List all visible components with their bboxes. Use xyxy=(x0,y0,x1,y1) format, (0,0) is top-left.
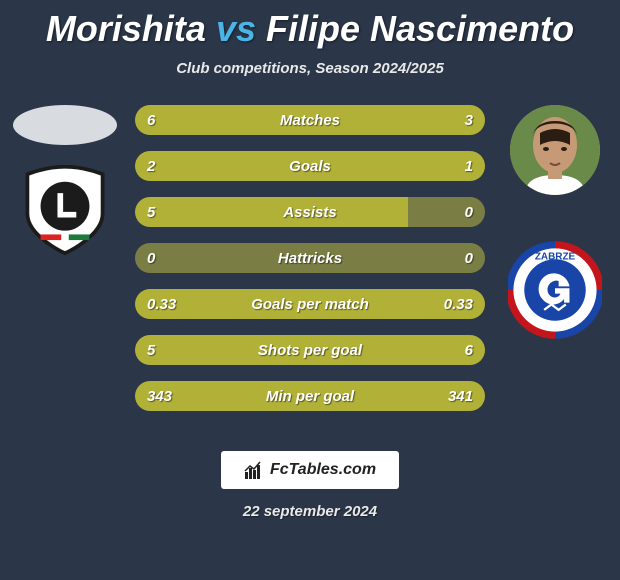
fctables-logo-icon xyxy=(244,460,264,480)
comparison-date: 22 september 2024 xyxy=(0,503,620,520)
player1-club-badge xyxy=(18,163,112,257)
title-vs: vs xyxy=(216,8,256,49)
stat-label: Assists xyxy=(135,204,485,221)
comparison-content: ZABRZE 63Matches 21Goals 50Assists 00Hattri… xyxy=(0,105,620,445)
fctables-watermark: FcTables.com xyxy=(221,451,399,489)
stat-label: Matches xyxy=(135,112,485,129)
stat-label: Min per goal xyxy=(135,388,485,405)
player2-photo xyxy=(510,105,600,195)
fctables-text: FcTables.com xyxy=(270,461,376,479)
stat-row: 21Goals xyxy=(135,151,485,181)
left-player-column xyxy=(10,105,120,257)
comparison-title: Morishita vs Filipe Nascimento xyxy=(0,0,620,50)
title-player2: Filipe Nascimento xyxy=(266,8,574,49)
stat-row: 0.330.33Goals per match xyxy=(135,289,485,319)
stat-row: 63Matches xyxy=(135,105,485,135)
stat-row: 56Shots per goal xyxy=(135,335,485,365)
player-face-icon xyxy=(510,105,600,195)
subtitle: Club competitions, Season 2024/2025 xyxy=(0,60,620,77)
stat-label: Goals xyxy=(135,158,485,175)
right-player-column: ZABRZE xyxy=(500,105,610,337)
stat-row: 343341Min per goal xyxy=(135,381,485,411)
stat-label: Hattricks xyxy=(135,250,485,267)
player2-club-badge: ZABRZE xyxy=(508,243,602,337)
stat-row: 50Assists xyxy=(135,197,485,227)
stat-label: Shots per goal xyxy=(135,342,485,359)
svg-text:ZABRZE: ZABRZE xyxy=(535,251,576,262)
legia-badge-icon xyxy=(18,163,112,257)
gornik-badge-icon: ZABRZE xyxy=(508,238,602,342)
title-player1: Morishita xyxy=(46,8,206,49)
stat-label: Goals per match xyxy=(135,296,485,313)
stat-row: 00Hattricks xyxy=(135,243,485,273)
player1-photo-placeholder xyxy=(13,105,117,145)
stat-bars: 63Matches 21Goals 50Assists 00Hattricks 0.33… xyxy=(135,105,485,427)
